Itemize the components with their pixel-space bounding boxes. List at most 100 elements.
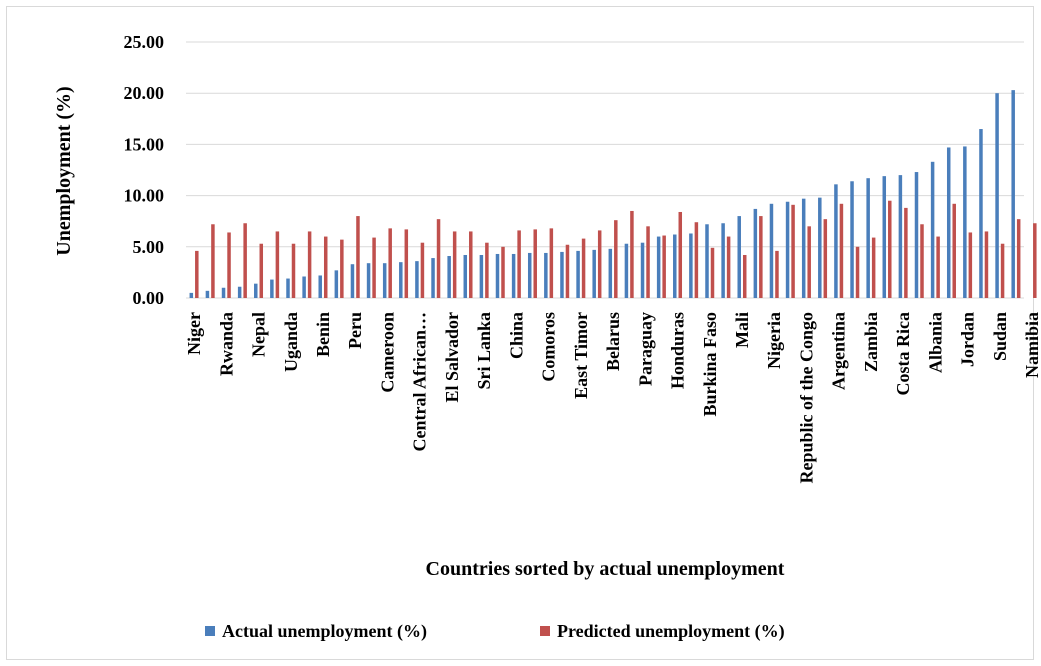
x-tick-label: Central African… (410, 312, 430, 451)
bar-actual (495, 253, 500, 298)
x-tick-label: Rwanda (216, 312, 236, 376)
bar-actual (689, 233, 693, 298)
y-tick-label: 15.00 (124, 134, 165, 154)
bar-predicted (372, 237, 376, 298)
x-tick-label: Niger (184, 312, 204, 355)
bars (189, 90, 1037, 299)
bar-predicted (275, 231, 280, 298)
x-tick-label: Republic of the Congo (796, 312, 816, 484)
bar-predicted (469, 231, 473, 298)
bar-predicted (726, 236, 731, 298)
bar-predicted (775, 250, 779, 298)
bar-predicted (259, 243, 264, 298)
bar-actual (189, 292, 194, 298)
bar-predicted (452, 231, 457, 298)
x-tick-label: Belarus (603, 312, 623, 371)
bar-predicted (581, 238, 586, 298)
bar-actual (592, 249, 596, 298)
x-tick-label: Uganda (281, 312, 301, 372)
bar-actual (286, 278, 290, 298)
bar-predicted (227, 232, 231, 298)
bar-predicted (597, 230, 602, 298)
legend-label-predicted: Predicted unemployment (%) (557, 621, 785, 642)
x-tick-label: Honduras (668, 312, 688, 389)
bar-actual (382, 263, 387, 298)
bar-actual (995, 93, 999, 298)
bar-predicted (323, 236, 328, 298)
bar-predicted (630, 210, 634, 298)
bar-predicted (1033, 223, 1037, 298)
bar-actual (624, 243, 629, 298)
bar-actual (221, 287, 226, 298)
gridlines (186, 41, 1024, 299)
bar-actual (302, 276, 306, 298)
x-tick-label: Mali (732, 312, 752, 348)
y-axis-title: Unemployment (%) (53, 86, 75, 255)
bar-predicted (888, 200, 892, 298)
x-tick-label: Comoros (539, 312, 559, 382)
legend-swatch-predicted (540, 626, 550, 636)
bar-actual (640, 242, 645, 298)
x-tick-label: Cameroon (377, 312, 397, 393)
bar-actual (850, 181, 854, 298)
bar-predicted (855, 246, 860, 298)
y-tick-labels: 0.00 5.00 10.00 15.00 20.00 25.00 (124, 32, 165, 308)
x-tick-labels: Niger Rwanda Nepal Uganda Benin Peru Cameroon C… (184, 312, 1041, 484)
bar-actual (705, 224, 709, 298)
bar-predicted (952, 203, 956, 298)
bar-actual (544, 252, 548, 298)
bar-actual (511, 253, 516, 298)
y-tick-label: 10.00 (124, 186, 165, 206)
bar-actual (608, 248, 613, 298)
bar-actual (753, 208, 758, 298)
x-tick-label: Benin (313, 312, 333, 357)
bar-actual (366, 263, 371, 298)
bar-predicted (501, 246, 505, 298)
bar-actual (334, 270, 339, 298)
x-tick-label: Namibia (1022, 312, 1041, 378)
bar-predicted (533, 229, 537, 298)
bar-actual (254, 283, 258, 298)
bar-actual (721, 223, 725, 298)
x-tick-label: Burkina Faso (700, 312, 720, 417)
bar-actual (914, 172, 919, 298)
bar-predicted (436, 219, 441, 298)
bar-predicted (694, 222, 699, 298)
bar-predicted (549, 228, 554, 298)
x-tick-label: Zambia (861, 312, 881, 372)
bar-actual (818, 197, 822, 298)
bar-actual (560, 251, 564, 298)
bar-actual (801, 198, 806, 298)
bar-actual (479, 254, 484, 298)
bar-predicted (646, 226, 650, 298)
bar-actual (834, 184, 838, 298)
x-axis-title: Countries sorted by actual unemployment (426, 558, 785, 580)
bar-actual (979, 129, 983, 298)
bar-actual (946, 147, 951, 298)
bar-predicted (243, 223, 247, 298)
bar-predicted (904, 207, 908, 298)
bar-actual (447, 256, 451, 298)
bar-actual (350, 264, 355, 298)
bar-predicted (662, 235, 666, 298)
x-tick-label: China (506, 312, 526, 359)
x-tick-label: East Timor (571, 312, 591, 399)
bar-actual (318, 275, 322, 298)
legend-label-actual: Actual unemployment (%) (222, 621, 427, 642)
legend-swatch-actual (205, 626, 215, 636)
bar-actual (882, 176, 887, 298)
bar-predicted (759, 216, 763, 298)
bar-predicted (920, 224, 924, 298)
x-tick-label: El Salvador (442, 312, 462, 403)
bar-predicted (678, 211, 683, 298)
x-tick-label: Albania (925, 312, 945, 373)
bar-predicted (420, 242, 425, 298)
bar-predicted (211, 224, 215, 298)
x-tick-label: Sudan (990, 312, 1010, 361)
bar-actual (769, 203, 774, 298)
x-tick-label: Costa Rica (893, 312, 913, 396)
bar-predicted (807, 226, 811, 298)
bar-actual (270, 279, 274, 298)
bar-predicted (871, 237, 876, 298)
